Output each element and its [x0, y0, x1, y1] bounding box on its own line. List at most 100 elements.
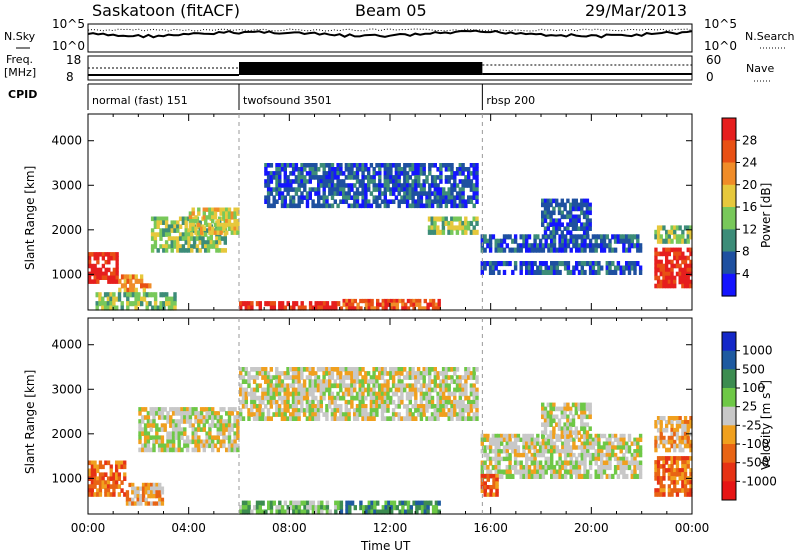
heatmap-cell — [353, 395, 357, 401]
heatmap-cell — [622, 441, 626, 446]
heatmap-cell — [586, 261, 590, 267]
heatmap-cell — [342, 199, 346, 204]
colorbar-tick: 100 — [742, 381, 765, 395]
heatmap-cell — [158, 494, 162, 499]
heatmap-cell — [580, 422, 584, 427]
heatmap-cell — [344, 412, 348, 417]
heatmap-cell — [294, 387, 298, 393]
heatmap-cell — [104, 484, 108, 489]
heatmap-cell — [522, 469, 526, 475]
heatmap-cell — [630, 456, 634, 462]
heatmap-cell — [297, 509, 302, 515]
heatmap-cell — [585, 422, 590, 427]
heatmap-cell — [252, 412, 257, 417]
heatmap-cell — [331, 305, 335, 311]
heatmap-cell — [98, 492, 103, 497]
heatmap-cell — [555, 414, 559, 420]
heatmap-cell — [230, 447, 234, 453]
heatmap-cell — [469, 195, 474, 200]
heatmap-cell — [147, 482, 151, 488]
heatmap-cell — [264, 163, 268, 168]
heatmap-cell — [317, 203, 321, 209]
heatmap-cell — [406, 306, 411, 311]
heatmap-cell — [289, 199, 293, 204]
heatmap-cell — [345, 509, 349, 515]
heatmap-cell — [145, 292, 149, 298]
heatmap-cell — [266, 187, 271, 192]
heatmap-cell — [560, 230, 564, 235]
heatmap-cell — [364, 183, 368, 188]
heatmap-cell — [320, 500, 324, 506]
heatmap-cell — [350, 395, 354, 401]
heatmap-cell — [375, 399, 379, 405]
heatmap-cell — [233, 435, 237, 440]
heatmap-cell — [483, 234, 487, 240]
heatmap-cell — [450, 379, 454, 384]
heatmap-cell — [266, 379, 271, 384]
heatmap-cell — [372, 399, 376, 405]
heatmap-cell — [239, 412, 243, 417]
heatmap-cell — [627, 261, 632, 267]
heatmap-cell — [403, 171, 407, 176]
heatmap-cell — [436, 416, 440, 421]
heatmap-cell — [467, 412, 471, 417]
heatmap-cell — [333, 379, 337, 384]
heatmap-cell — [325, 408, 329, 413]
heatmap-cell — [195, 244, 200, 249]
heatmap-cell — [233, 447, 237, 453]
heatmap-cell — [572, 452, 576, 458]
heatmap-cell — [162, 244, 166, 249]
heatmap-cell — [381, 298, 385, 304]
heatmap-cell — [136, 486, 140, 491]
heatmap-cell — [180, 427, 184, 432]
heatmap-cell — [403, 387, 407, 393]
heatmap-cell — [450, 175, 454, 180]
heatmap-cell — [344, 416, 348, 421]
heatmap-cell — [673, 431, 677, 437]
heatmap-cell — [538, 445, 543, 450]
heatmap-cell — [662, 251, 666, 257]
heatmap-cell — [497, 452, 501, 458]
heatmap-cell — [190, 232, 194, 237]
heatmap-cell — [171, 407, 176, 412]
heatmap-cell — [450, 229, 454, 235]
heatmap-cell — [115, 271, 119, 277]
y-tick-label: 3000 — [51, 382, 82, 396]
heatmap-cell — [138, 419, 142, 424]
heatmap-cell — [308, 371, 312, 376]
heatmap-cell — [458, 399, 462, 405]
heatmap-cell — [533, 449, 537, 454]
heatmap-cell — [311, 187, 315, 192]
heatmap-cell — [381, 505, 385, 511]
heatmap-cell — [373, 306, 377, 311]
heatmap-cell — [491, 465, 496, 471]
heatmap-cell — [222, 215, 226, 220]
heatmap-cell — [411, 375, 415, 380]
heatmap-cell — [541, 402, 545, 408]
heatmap-cell — [216, 427, 220, 432]
heatmap-cell — [681, 431, 685, 437]
heatmap-cell — [538, 469, 543, 475]
heatmap-cell — [513, 234, 518, 240]
heatmap-cell — [247, 371, 251, 376]
heatmap-cell — [364, 404, 368, 409]
heatmap-cell — [300, 509, 304, 515]
heatmap-cell — [106, 492, 111, 497]
heatmap-cell — [475, 171, 479, 176]
heatmap-cell — [103, 292, 108, 298]
heatmap-cell — [405, 371, 410, 376]
heatmap-cell — [571, 198, 576, 204]
heatmap-cell — [272, 387, 276, 393]
heatmap-cell — [206, 240, 211, 245]
heatmap-cell — [408, 191, 412, 196]
heatmap-cell — [597, 269, 601, 275]
heatmap-cell — [675, 247, 680, 253]
heatmap-cell — [291, 187, 296, 192]
heatmap-cell — [233, 415, 237, 420]
heatmap-cell — [536, 243, 540, 249]
heatmap-cell — [566, 198, 570, 204]
heatmap-cell — [600, 456, 604, 462]
heatmap-cell — [670, 283, 674, 289]
heatmap-cell — [286, 387, 290, 393]
heatmap-cell — [140, 296, 144, 302]
